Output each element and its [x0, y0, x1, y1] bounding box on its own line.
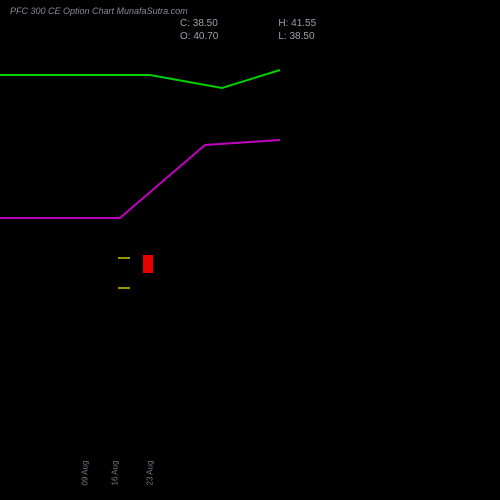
x-axis-label: 23 Aug: [146, 461, 155, 486]
price-chart: [0, 0, 500, 500]
x-axis-label: 09 Aug: [81, 461, 90, 486]
chart-line: [0, 140, 280, 218]
x-axis-label: 16 Aug: [111, 461, 120, 486]
chart-line: [0, 70, 280, 88]
x-axis: 09 Aug 16 Aug 23 Aug: [0, 450, 500, 490]
candle-body: [143, 255, 153, 273]
